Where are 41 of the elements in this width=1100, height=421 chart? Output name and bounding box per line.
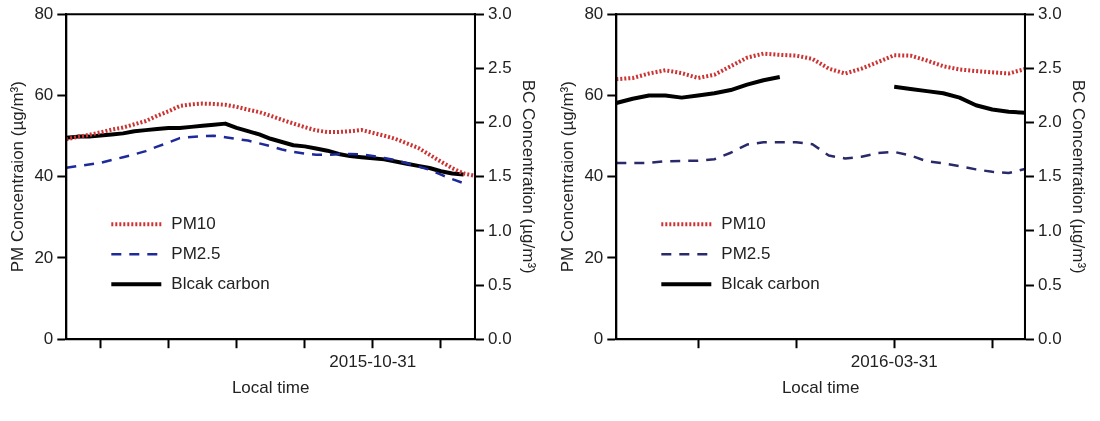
y2-tick-label: 1.5: [1037, 166, 1062, 186]
y2-tick-label: 1.5: [487, 166, 512, 186]
x-tick-label: 2015-10-31: [329, 352, 417, 372]
y2-tick-label: 1.0: [487, 220, 512, 240]
y2-tick-label: 2.5: [1037, 58, 1062, 78]
legend-label: Blcak carbon: [171, 273, 270, 293]
y-tick-label: 40: [34, 166, 54, 186]
y2-axis-title: BC Concentration (µg/m³): [519, 79, 539, 274]
line-series: [614, 51, 1027, 82]
y2-tick-label: 3.0: [1037, 3, 1062, 23]
y-tick-label: 20: [34, 247, 54, 267]
y2-tick-label: 2.0: [487, 112, 512, 132]
legend-label: PM2.5: [721, 243, 771, 263]
legend-label: PM10: [171, 213, 216, 233]
y-tick-label: 0: [43, 328, 54, 348]
line-series: [65, 134, 465, 185]
line-series: [615, 140, 1027, 175]
x-axis-title: Local time: [231, 378, 310, 398]
y2-tick-label: 2.0: [1037, 112, 1062, 132]
y2-tick-label: 0.5: [1037, 274, 1062, 294]
y-tick-label: 80: [584, 3, 604, 23]
y-tick-label: 80: [34, 3, 54, 23]
y2-tick-label: 2.5: [487, 58, 512, 78]
y2-axis-title: BC Concentration (µg/m³): [1069, 79, 1089, 274]
y2-tick-label: 0.5: [487, 274, 512, 294]
legend-label: PM10: [721, 213, 766, 233]
y-tick-label: 60: [34, 85, 54, 105]
y2-tick-label: 0.0: [487, 328, 512, 348]
legend-label: PM2.5: [171, 243, 221, 263]
y-tick-label: 40: [584, 166, 604, 186]
y2-tick-label: 3.0: [487, 3, 512, 23]
y-tick-label: 0: [593, 328, 604, 348]
legend-label: Blcak carbon: [721, 273, 820, 293]
y-axis-title: PM Concentraion (µg/m³): [557, 81, 577, 273]
x-axis-title: Local time: [781, 378, 860, 398]
x-tick-label: 2016-03-31: [850, 352, 938, 372]
y-tick-label: 60: [584, 85, 604, 105]
y-axis-title: PM Concentraion (µg/m³): [7, 81, 27, 273]
y2-tick-label: 1.0: [1037, 220, 1062, 240]
y-tick-label: 20: [584, 247, 604, 267]
y2-tick-label: 0.0: [1037, 328, 1062, 348]
